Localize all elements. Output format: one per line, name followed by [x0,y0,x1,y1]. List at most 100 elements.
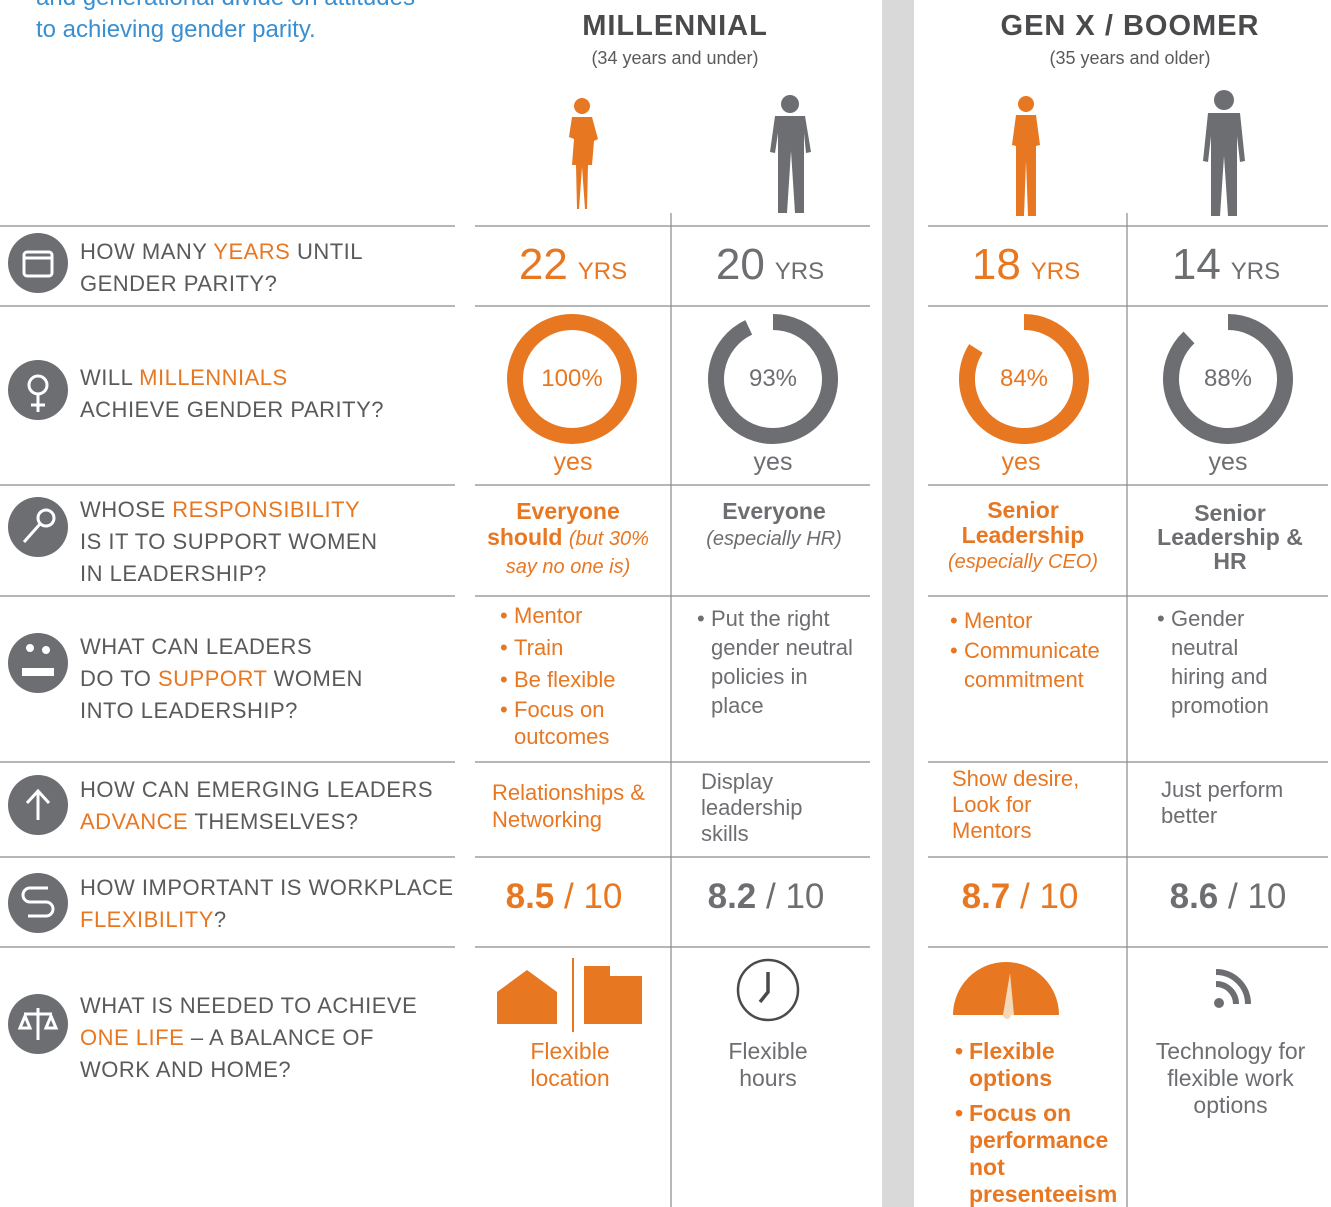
row-label: HOW MANY YEARS UNTILGENDER PARITY? [80,236,363,300]
score-scale: / 10 [1228,877,1286,916]
score-scale: / 10 [564,877,622,916]
years-number: 22 [519,240,568,290]
responsibility: Everyone should (but 30% say no one is) [478,498,658,580]
support-list: Put the right gender neutral policies in… [697,604,857,720]
list-item: Flexible options [969,1038,1079,1092]
support-list: Mentor Train Be flexible Focus on outcom… [500,600,660,750]
row-icons [8,233,68,1054]
infographic: and generational divide on attitudes to … [0,0,1331,1207]
score: 8.6 / 10 [1130,877,1326,917]
label-text: INTO LEADERSHIP? [80,698,298,723]
label-line: IS IT TO SUPPORT WOMEN [80,526,377,558]
label-line: ADVANCE THEMSELVES? [80,806,433,838]
label-accent: MILLENNIALS [139,365,288,390]
label-text: HOW IMPORTANT IS WORKPLACE [80,875,454,900]
label-text: THEMSELVES? [188,809,358,834]
score-scale: / 10 [766,877,824,916]
score-value: 8.6 [1170,877,1219,916]
row-label: HOW CAN EMERGING LEADERS ADVANCE THEMSELV… [80,774,433,838]
label-text: IN LEADERSHIP? [80,561,267,586]
score: 8.2 / 10 [668,877,864,917]
label-line: WHAT IS NEEDED TO ACHIEVE [80,990,417,1022]
label-line: DO TO SUPPORT WOMEN [80,663,363,695]
label-text: HOW CAN EMERGING LEADERS [80,777,433,802]
label-line: ONE LIFE – A BALANCE OF [80,1022,417,1054]
answer: yes [475,448,671,477]
donut-label: 84% [964,365,1084,393]
balance: Flexible options Focus on performance no… [955,1038,1115,1207]
label-line: ACHIEVE GENDER PARITY? [80,394,384,426]
advance: Just perform better [1161,777,1311,829]
intro-line: to achieving gender parity. [36,14,415,46]
advance: Relationships & Networking [492,779,652,833]
years: 22 YRS [475,240,671,290]
responsibility: Senior Leadership & HR [1155,501,1305,573]
responsibility-main: Everyone [684,498,864,524]
label-text: – A BALANCE OF [184,1025,374,1050]
score: 8.5 / 10 [466,877,662,917]
gauge-icon [953,962,1059,1019]
list-item: Train [514,632,660,664]
label-text: WHOSE [80,497,172,522]
label-line: INTO LEADERSHIP? [80,695,363,727]
label-text: WHAT CAN LEADERS [80,634,312,659]
years-number: 20 [716,240,765,290]
label-line: GENDER PARITY? [80,268,363,300]
years-unit: YRS [578,258,627,286]
location-icons [497,958,642,1032]
list-item: Put the right gender neutral policies in… [711,604,857,720]
label-text: IS IT TO SUPPORT WOMEN [80,529,377,554]
intro: and generational divide on attitudes to … [36,0,415,46]
label-line: WORK AND HOME? [80,1054,417,1086]
label-text: WILL [80,365,139,390]
label-line: HOW IMPORTANT IS WORKPLACE [80,872,454,904]
label-line: WILL MILLENNIALS [80,362,384,394]
signal-icon [1214,972,1248,1008]
donut-label: 93% [713,365,833,393]
female-silhouette [569,98,598,209]
years-number: 14 [1172,240,1221,290]
score-scale: / 10 [1020,877,1078,916]
male-silhouette [1203,90,1245,216]
score-value: 8.2 [708,877,757,916]
balance: Flexible hours [713,1038,823,1092]
responsibility-note: (especially CEO) [948,551,1098,573]
responsibility-note: (especially HR) [706,528,842,550]
label-line: HOW CAN EMERGING LEADERS [80,774,433,806]
support-list: Gender neutral hiring and promotion [1157,604,1287,720]
list-item: Communicate commitment [964,636,1120,694]
female-silhouette [1012,96,1040,216]
score-value: 8.7 [962,877,1011,916]
label-text: WOMEN [267,666,363,691]
list-item: Be flexible [514,664,660,696]
label-text: ACHIEVE GENDER PARITY? [80,397,384,422]
donut-label: 100% [512,365,632,393]
group-subtitle: (35 years and older) [930,48,1330,69]
answer: yes [923,448,1119,477]
years-unit: YRS [1031,258,1080,286]
label-line: IN LEADERSHIP? [80,558,377,590]
years-unit: YRS [775,258,824,286]
label-text: UNTIL [290,239,363,264]
divider-bar [882,0,914,1207]
advance: Display leadership skills [701,769,821,847]
intro-line: and generational divide on attitudes [36,0,415,14]
list-item: Focus on performance not presenteeism [969,1100,1115,1207]
answer: yes [675,448,871,477]
support-list: Mentor Communicate commitment [950,606,1120,694]
years: 20 YRS [672,240,868,290]
list-item: Mentor [964,606,1120,636]
list-item: Mentor [514,600,660,632]
balance: Technology for flexible work options [1143,1038,1318,1119]
score-value: 8.5 [506,877,555,916]
balance: Flexible location [515,1038,625,1092]
label-text: WORK AND HOME? [80,1057,291,1082]
label-line: WHAT CAN LEADERS [80,631,363,663]
label-accent: ONE LIFE [80,1025,184,1050]
row-label: WILL MILLENNIALS ACHIEVE GENDER PARITY? [80,362,384,426]
clock-icon [738,960,798,1020]
label-text: HOW MANY [80,239,213,264]
